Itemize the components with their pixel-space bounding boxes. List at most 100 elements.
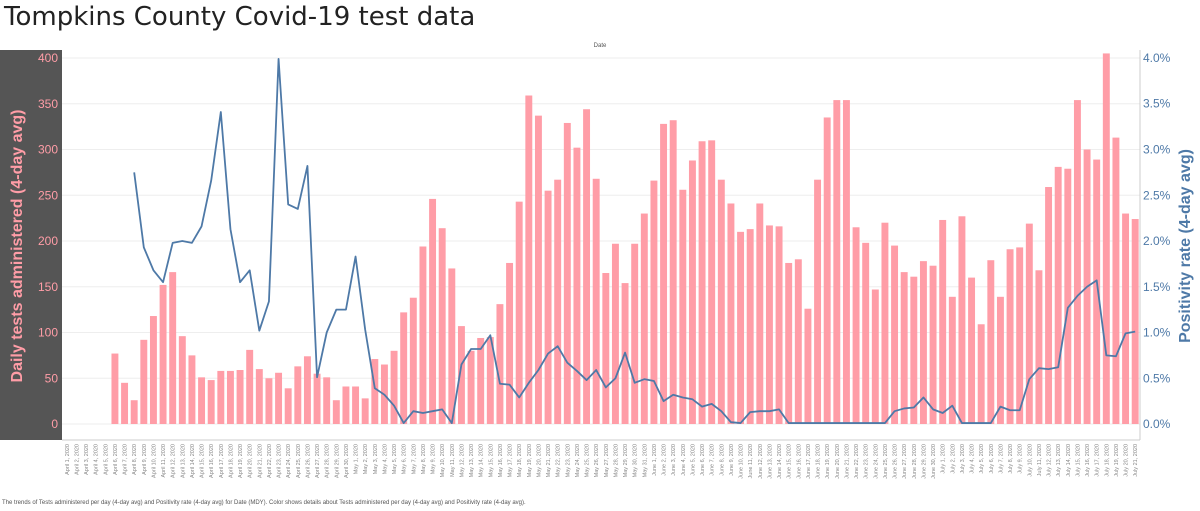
bar-tests[interactable] <box>506 262 514 424</box>
bar-tests[interactable] <box>111 353 119 424</box>
bar-tests[interactable] <box>217 370 225 424</box>
bar-tests[interactable] <box>611 243 619 424</box>
bar-tests[interactable] <box>746 229 754 424</box>
bar-tests[interactable] <box>121 382 129 424</box>
bar-tests[interactable] <box>409 297 417 424</box>
bar-tests[interactable] <box>236 370 244 424</box>
bar-tests[interactable] <box>1035 270 1043 424</box>
bar-tests[interactable] <box>1064 168 1072 424</box>
bar-tests[interactable] <box>246 349 254 424</box>
bar-tests[interactable] <box>833 100 841 424</box>
bar-tests[interactable] <box>631 243 639 424</box>
bar-tests[interactable] <box>958 216 966 424</box>
bar-tests[interactable] <box>794 259 802 424</box>
bar-tests[interactable] <box>1006 249 1014 424</box>
bar-tests[interactable] <box>207 380 215 424</box>
bar-tests[interactable] <box>275 372 283 424</box>
bar-tests[interactable] <box>198 377 206 424</box>
bar-tests[interactable] <box>525 95 533 424</box>
bar-tests[interactable] <box>1112 137 1120 425</box>
bar-tests[interactable] <box>188 355 196 425</box>
bar-tests[interactable] <box>996 296 1004 424</box>
bar-tests[interactable] <box>159 284 167 424</box>
bar-tests[interactable] <box>910 276 918 424</box>
bar-tests[interactable] <box>438 228 446 424</box>
bar-tests[interactable] <box>448 268 456 424</box>
bar-tests[interactable] <box>968 277 976 424</box>
bar-tests[interactable] <box>352 386 360 424</box>
bar-tests[interactable] <box>698 141 706 424</box>
bar-tests[interactable] <box>842 100 850 424</box>
bar-tests[interactable] <box>486 337 494 424</box>
bar-tests[interactable] <box>534 115 542 424</box>
bar-tests[interactable] <box>775 226 783 424</box>
bar-tests[interactable] <box>313 373 321 424</box>
bar-tests[interactable] <box>226 370 234 424</box>
bar-tests[interactable] <box>265 378 273 424</box>
bar-tests[interactable] <box>919 261 927 424</box>
bar-tests[interactable] <box>939 219 947 424</box>
bar-tests[interactable] <box>284 388 292 424</box>
bar-tests[interactable] <box>640 213 648 424</box>
bar-tests[interactable] <box>294 366 302 424</box>
bar-tests[interactable] <box>342 386 350 424</box>
bar-tests[interactable] <box>900 272 908 424</box>
bar-tests[interactable] <box>515 201 523 424</box>
bar-tests[interactable] <box>1016 247 1024 424</box>
bar-tests[interactable] <box>583 109 591 425</box>
bar-tests[interactable] <box>737 231 745 424</box>
bar-tests[interactable] <box>708 140 716 424</box>
bar-tests[interactable] <box>679 189 687 424</box>
bar-tests[interactable] <box>554 179 562 424</box>
bar-tests[interactable] <box>130 400 138 424</box>
bar-tests[interactable] <box>987 260 995 424</box>
bar-tests[interactable] <box>592 178 600 424</box>
bar-tests[interactable] <box>1073 100 1081 424</box>
bar-tests[interactable] <box>823 117 831 424</box>
bar-tests[interactable] <box>977 324 985 424</box>
bar-tests[interactable] <box>862 242 870 424</box>
bar-tests[interactable] <box>804 308 812 424</box>
bar-tests[interactable] <box>563 122 571 425</box>
bar-tests[interactable] <box>1122 213 1130 424</box>
bar-tests[interactable] <box>496 304 504 424</box>
bar-tests[interactable] <box>371 359 379 424</box>
bar-tests[interactable] <box>169 272 177 424</box>
bar-tests[interactable] <box>573 147 581 425</box>
bar-tests[interactable] <box>948 296 956 424</box>
bar-tests[interactable] <box>660 123 668 424</box>
bar-tests[interactable] <box>140 339 148 424</box>
bar-tests[interactable] <box>457 326 465 424</box>
bar-tests[interactable] <box>178 336 186 424</box>
bar-tests[interactable] <box>756 203 764 424</box>
bar-tests[interactable] <box>852 227 860 424</box>
bar-tests[interactable] <box>929 265 937 424</box>
bar-tests[interactable] <box>717 179 725 424</box>
bar-tests[interactable] <box>1045 187 1053 424</box>
bar-tests[interactable] <box>765 225 773 424</box>
bar-tests[interactable] <box>303 356 311 424</box>
bar-tests[interactable] <box>871 289 879 425</box>
bar-tests[interactable] <box>1025 223 1033 424</box>
bar-tests[interactable] <box>669 120 677 424</box>
bar-tests[interactable] <box>255 369 263 424</box>
bar-tests[interactable] <box>1131 219 1139 424</box>
bar-tests[interactable] <box>149 316 157 424</box>
bar-tests[interactable] <box>477 337 485 424</box>
bar-tests[interactable] <box>1054 166 1062 424</box>
bar-tests[interactable] <box>881 222 889 424</box>
bar-tests[interactable] <box>390 350 398 424</box>
bar-tests[interactable] <box>1093 159 1101 424</box>
bar-tests[interactable] <box>400 312 408 424</box>
bar-tests[interactable] <box>544 190 552 424</box>
bar-tests[interactable] <box>602 273 610 424</box>
bar-tests[interactable] <box>332 400 340 424</box>
bar-tests[interactable] <box>1102 53 1110 425</box>
bar-tests[interactable] <box>419 246 427 424</box>
bar-tests[interactable] <box>361 398 369 424</box>
bar-tests[interactable] <box>688 160 696 425</box>
bar-tests[interactable] <box>785 262 793 424</box>
bar-tests[interactable] <box>429 198 437 424</box>
positivity-rate-line[interactable] <box>133 58 1136 424</box>
bar-tests[interactable] <box>467 350 475 424</box>
